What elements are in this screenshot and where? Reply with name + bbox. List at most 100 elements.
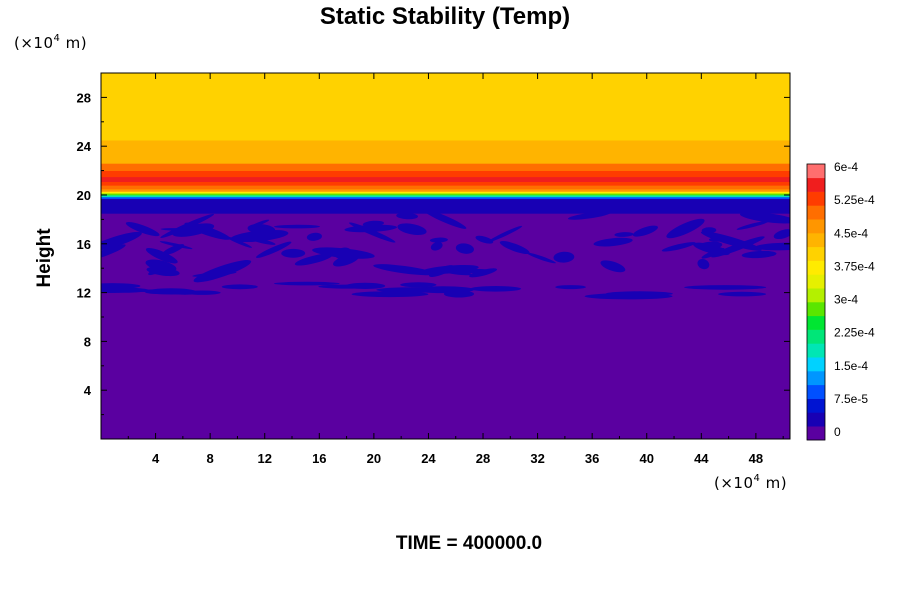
eddy [345, 282, 386, 289]
eddy [499, 241, 530, 254]
eddy [736, 220, 769, 230]
eddy [376, 287, 460, 293]
field-band [101, 195, 790, 198]
colorbar-swatch [807, 329, 825, 344]
eddy [526, 252, 556, 264]
field-eddies [101, 117, 790, 300]
field-band [101, 163, 790, 171]
x-tick-label: 40 [640, 451, 654, 466]
x-unit-exponent: 4 [754, 473, 761, 484]
y-tick-label: 28 [77, 90, 91, 105]
field-band [101, 73, 790, 92]
field-band [101, 185, 790, 190]
y-tick-label: 12 [77, 286, 91, 301]
eddy [312, 247, 375, 259]
eddy [701, 248, 725, 259]
streak [522, 117, 708, 122]
x-axis-ticks: 4 8 12 16 20 24 28 32 36 40 44 48 [127, 73, 784, 466]
colorbar-swatch [807, 260, 825, 275]
y-axis-ticks: 4 8 12 16 20 24 28 [77, 90, 790, 416]
field-band [101, 193, 790, 196]
eddy [397, 223, 427, 236]
eddy [192, 271, 237, 277]
y-unit-exponent: 4 [54, 33, 61, 44]
colorbar-swatch [807, 412, 825, 427]
field-band [101, 153, 790, 164]
x-axis-unit: (×104 m) [714, 473, 787, 492]
eddy [101, 244, 126, 261]
plot-frame [100, 72, 791, 440]
x-tick-label: 16 [312, 451, 326, 466]
x-unit-suffix: m) [760, 474, 787, 492]
eddy [697, 258, 710, 270]
y-axis-unit: (×104 m) [14, 33, 87, 52]
field-band [101, 191, 790, 194]
eddy [443, 290, 475, 298]
colorbar-swatch [807, 274, 825, 289]
x-tick-label: 8 [207, 451, 214, 466]
colorbar-swatch [807, 164, 825, 179]
colorbar-swatch [807, 219, 825, 234]
y-tick-label: 24 [77, 139, 92, 154]
colorbar-swatch [807, 191, 825, 206]
field-band [101, 140, 790, 154]
field-band [101, 176, 790, 182]
colorbar-swatch [807, 315, 825, 330]
x-tick-label: 12 [257, 451, 271, 466]
colorbar-swatch [807, 246, 825, 261]
streak [175, 119, 358, 126]
colorbar-swatch [807, 288, 825, 303]
eddy [230, 229, 289, 243]
eddy [593, 237, 633, 247]
eddy [555, 285, 586, 290]
eddy [101, 283, 141, 289]
x-tick-label: 28 [476, 451, 490, 466]
eddy [754, 242, 790, 251]
eddy [101, 231, 142, 252]
field-band [101, 127, 790, 141]
colorbar-labels: 0 7.5e-5 1.5e-4 2.25e-4 3e-4 3.75e-4 4.5e-4 5.2… [834, 160, 875, 439]
field-band [101, 170, 790, 178]
eddy [193, 260, 252, 283]
colorbar-tick-label: 0 [834, 425, 841, 439]
colorbar-tick-label: 3.75e-4 [834, 259, 875, 273]
colorbar-frame [806, 163, 826, 441]
eddy [306, 232, 322, 241]
y-tick-label: 8 [84, 334, 91, 349]
eddy [488, 225, 523, 243]
field-band [101, 310, 790, 439]
colorbar-tick-label: 6e-4 [834, 160, 858, 174]
x-tick-label: 4 [152, 451, 160, 466]
x-tick-label: 20 [367, 451, 381, 466]
eddy [741, 250, 777, 259]
eddy [396, 212, 418, 220]
y-tick-label: 16 [77, 237, 91, 252]
colorbar-swatch [807, 398, 825, 413]
streak [470, 127, 590, 136]
eddy [470, 286, 522, 292]
field-band [101, 91, 790, 110]
colorbar-swatch [807, 233, 825, 248]
eddy [281, 248, 306, 258]
eddy [455, 268, 492, 274]
eddy [430, 242, 443, 251]
colorbar-swatch [807, 357, 825, 372]
time-label: TIME = 400000.0 [396, 533, 542, 554]
colorbar-tick-label: 3e-4 [834, 293, 858, 307]
eddy [101, 287, 150, 293]
eddy [439, 269, 472, 276]
eddy [162, 244, 185, 256]
colorbar [806, 163, 826, 441]
eddy [661, 242, 696, 252]
y-tick-label: 4 [84, 383, 92, 398]
field-bands [101, 73, 790, 439]
eddy [429, 237, 448, 243]
field-band [101, 198, 790, 203]
eddy [773, 229, 790, 240]
chart-title: Static Stability (Temp) [320, 3, 570, 30]
colorbar-tick-label: 5.25e-4 [834, 193, 875, 207]
eddy [273, 281, 340, 286]
eddy [455, 243, 474, 254]
field-band [101, 202, 790, 214]
